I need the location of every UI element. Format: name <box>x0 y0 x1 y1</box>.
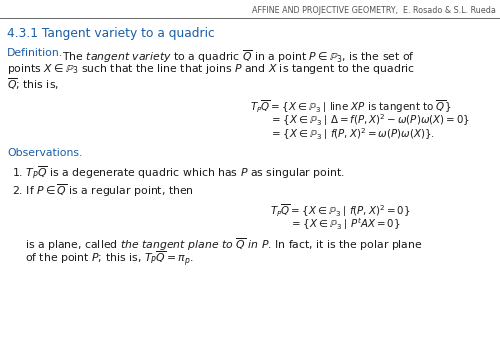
Text: $= \{X \in \mathbb{P}_3 \mid f(P,X)^2 = \omega(P)\omega(X)\}.$: $= \{X \in \mathbb{P}_3 \mid f(P,X)^2 = … <box>270 126 434 142</box>
Text: Observations.: Observations. <box>7 148 82 158</box>
Text: Definition.: Definition. <box>7 48 63 58</box>
Text: is a plane, called $\it{the\ tangent\ plane\ to}$ $\overline{Q}$ $\it{in}$ $P$. : is a plane, called $\it{the\ tangent\ pl… <box>25 236 422 253</box>
Text: $T_P\overline{Q} = \{X \in \mathbb{P}_3 \mid f(P,X)^2 = 0\}$: $T_P\overline{Q} = \{X \in \mathbb{P}_3 … <box>270 202 410 218</box>
Text: $= \{X \in \mathbb{P}_3 \mid \Delta = f(P,X)^2 - \omega(P)\omega(X) = 0\}$: $= \{X \in \mathbb{P}_3 \mid \Delta = f(… <box>270 112 470 128</box>
Text: 2. If $P \in \overline{Q}$ is a regular point, then: 2. If $P \in \overline{Q}$ is a regular … <box>12 182 194 199</box>
Text: 4.3.1 Tangent variety to a quadric: 4.3.1 Tangent variety to a quadric <box>7 27 215 40</box>
Text: of the point $P$; this is, $T_P\overline{Q} = \pi_p$.: of the point $P$; this is, $T_P\overline… <box>25 250 194 269</box>
Text: $= \{X \in \mathbb{P}_3 \mid P^t AX = 0\}$: $= \{X \in \mathbb{P}_3 \mid P^t AX = 0\… <box>290 216 401 232</box>
Text: $\overline{Q}$; this is,: $\overline{Q}$; this is, <box>7 76 59 92</box>
Text: 1. $T_P\overline{Q}$ is a degenerate quadric which has $P$ as singular point.: 1. $T_P\overline{Q}$ is a degenerate qua… <box>12 164 345 181</box>
Text: The $\it{tangent\ variety}$ to a quadric $\overline{Q}$ in a point $P \in \mathb: The $\it{tangent\ variety}$ to a quadric… <box>62 48 415 65</box>
Text: AFFINE AND PROJECTIVE GEOMETRY,  E. Rosado & S.L. Rueda: AFFINE AND PROJECTIVE GEOMETRY, E. Rosad… <box>252 6 496 15</box>
Text: $T_P\overline{Q} = \{X \in \mathbb{P}_3 \mid \mathrm{line}\ XP\ \mathrm{is\ tang: $T_P\overline{Q} = \{X \in \mathbb{P}_3 … <box>250 98 452 115</box>
Text: points $X \in \mathbb{P}_3$ such that the line that joins $P$ and $X$ is tangent: points $X \in \mathbb{P}_3$ such that th… <box>7 62 415 76</box>
